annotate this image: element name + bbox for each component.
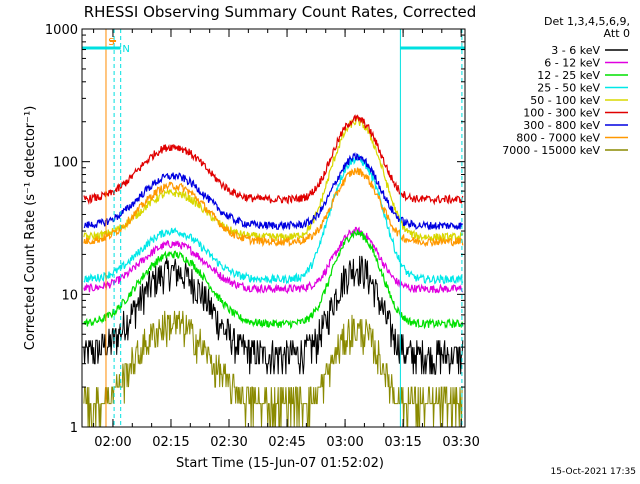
series-line-800-7000-kev [83,167,464,248]
legend-header: Det 1,3,4,5,6,9, [544,15,630,28]
x-tick-label: 03:00 [326,435,363,450]
y-tick-label: 100 [53,156,78,171]
series-line-100-300-kev [83,114,464,206]
chart-title: RHESSI Observing Summary Count Rates, Co… [84,3,477,21]
y-tick-label: 10 [61,288,78,303]
night-label: N [122,44,129,55]
legend-label-6-12-kev: 6 - 12 keV [544,57,600,70]
y-tick-label: 1000 [45,23,78,38]
marker-layer [82,29,465,427]
series-line-25-50-kev [83,154,464,285]
series-line-12-25-kev [83,229,464,330]
footer-timestamp: 15-Oct-2021 17:35 [551,467,636,477]
x-tick-label: 03:30 [442,435,479,450]
series-layer [83,114,464,427]
y-axis-label: Corrected Count Rate (s⁻¹ detector⁻¹) [23,106,38,351]
legend-label-12-25-kev: 12 - 25 keV [537,69,600,82]
plot-frame [81,28,466,428]
x-axis-label: Start Time (15-Jun-07 01:52:02) [176,456,384,471]
legend-label-7000-15000-kev: 7000 - 15000 keV [502,144,600,157]
x-tick-label: 02:45 [268,435,305,450]
legend-header-attenuator: Att 0 [604,27,630,40]
legend-label-300-800-kev: 300 - 800 keV [523,119,600,132]
legend-label-50-100-kev: 50 - 100 keV [530,94,600,107]
x-axis: 02:00 02:15 02:30 02:45 03:00 03:15 03:30 [93,29,480,450]
series-line-3-6-kev [83,255,464,375]
x-tick-label: 03:15 [384,435,421,450]
legend-label-3-6-kev: 3 - 6 keV [551,44,600,57]
saa-label: S [108,37,114,48]
y-tick-label: 1 [70,421,78,436]
legend-label-100-300-kev: 100 - 300 keV [523,107,600,120]
series-line-6-12-kev [83,226,464,295]
legend-label-25-50-kev: 25 - 50 keV [537,82,600,95]
legend-label-800-7000-kev: 800 - 7000 keV [516,132,600,145]
x-tick-label: 02:00 [94,435,131,450]
series-line-7000-15000-kev [83,310,463,427]
series-line-300-800-kev [83,152,463,231]
y-axis: 1 10 100 1000 [45,23,465,436]
x-tick-label: 02:30 [210,435,247,450]
x-tick-label: 02:15 [152,435,189,450]
